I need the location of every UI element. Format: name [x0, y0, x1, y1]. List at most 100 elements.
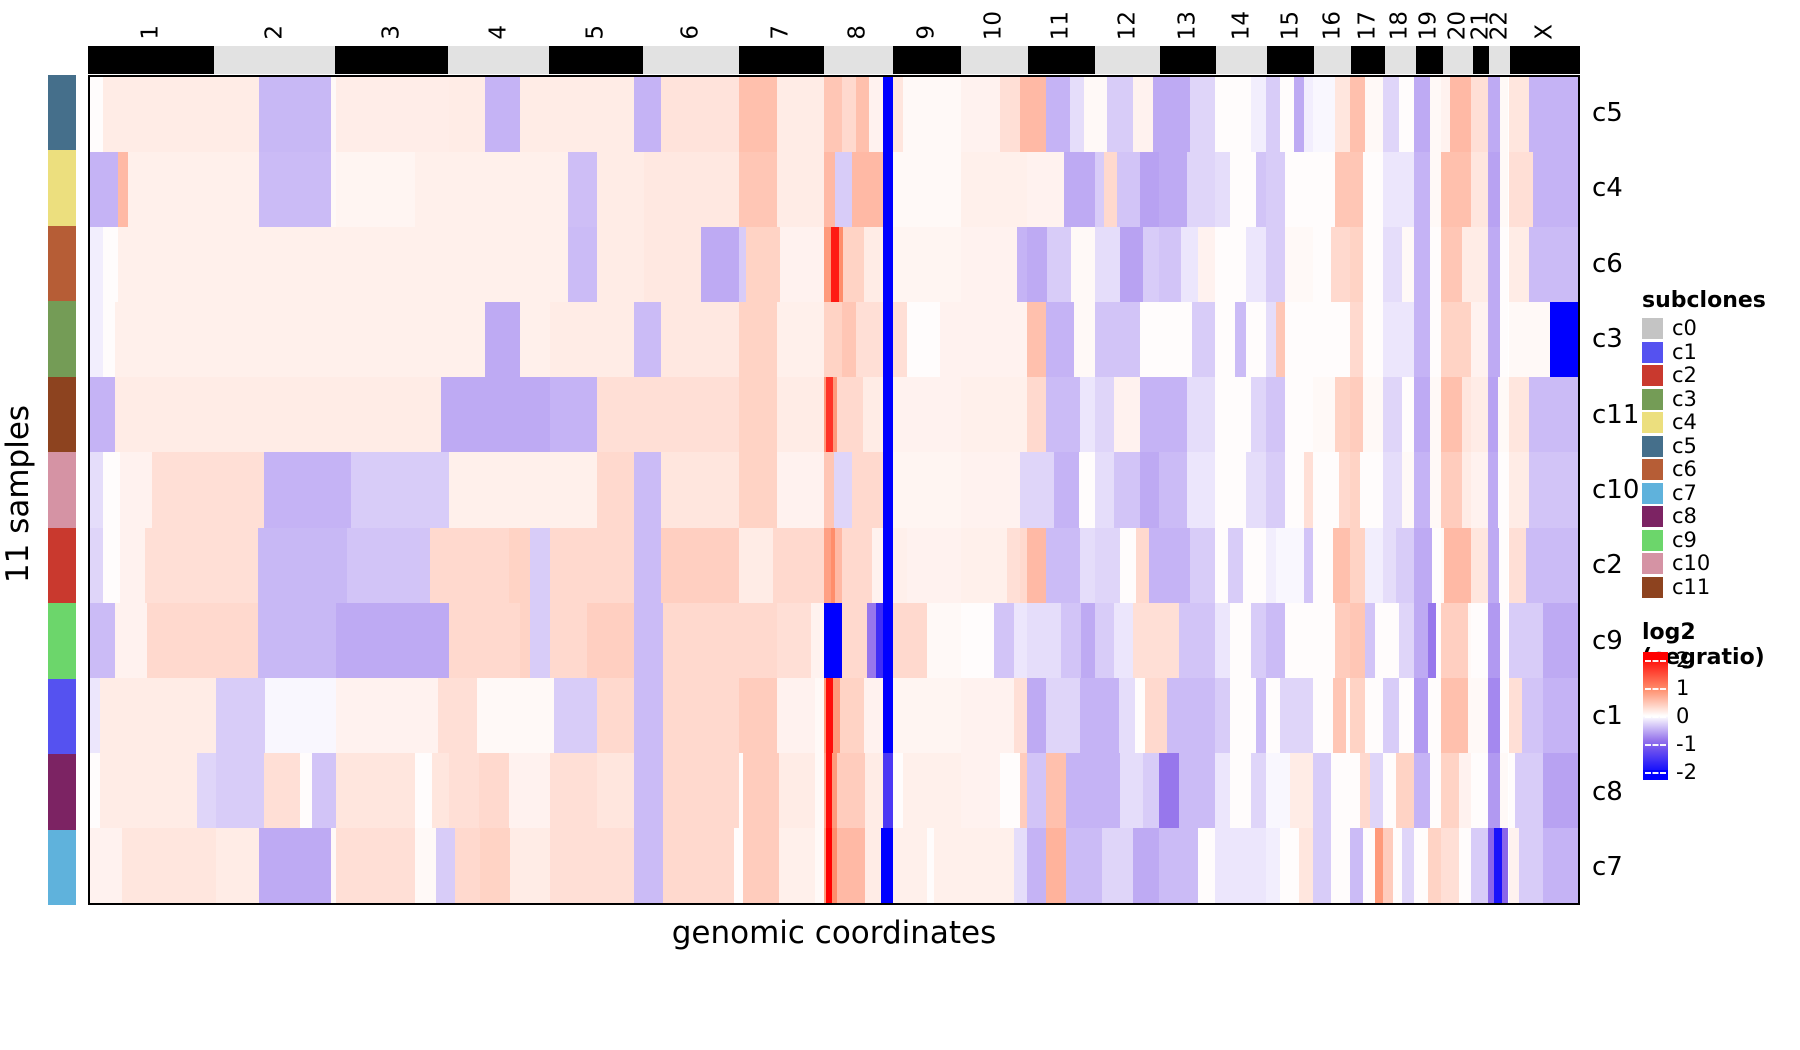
chromosome-label-X: X — [1531, 24, 1558, 40]
chromosome-label-19: 19 — [1415, 10, 1442, 40]
chromosome-label-22: 22 — [1486, 10, 1513, 40]
scale-tick-mark-1 — [1645, 687, 1666, 690]
scale-tick-mark--2 — [1645, 772, 1666, 775]
chromosome-band-1: 1 — [88, 25, 215, 74]
legend-label-c0: c0 — [1672, 316, 1697, 340]
subclone-color-c3 — [48, 301, 76, 377]
legend-item-c11: c11 — [1642, 576, 1710, 598]
row-label-c7: c7 — [1592, 852, 1623, 883]
legend-swatch-c10 — [1642, 553, 1663, 574]
row-label-c8: c8 — [1592, 776, 1623, 807]
chromosome-label-20: 20 — [1444, 10, 1471, 40]
chromosome-band-9: 9 — [893, 25, 961, 74]
chromosome-label-7: 7 — [767, 25, 794, 40]
legend-item-c9: c9 — [1642, 527, 1697, 552]
chromosome-band-19: 19 — [1416, 11, 1443, 74]
chromosome-band-X: X — [1510, 24, 1581, 74]
legend-label-c10: c10 — [1672, 551, 1711, 575]
chromosome-label-16: 16 — [1319, 10, 1346, 40]
legend-item-c8: c8 — [1642, 506, 1697, 527]
legend-label-c3: c3 — [1672, 386, 1697, 411]
row-label-c10: c10 — [1592, 475, 1640, 505]
legend-item-c6: c6 — [1642, 459, 1697, 480]
chromosome-band-10: 10 — [960, 11, 1028, 74]
legend-swatch-c0 — [1642, 318, 1663, 339]
heatmap-row-c3 — [90, 302, 1578, 378]
scale-tick-label-0: 0 — [1676, 704, 1690, 728]
chromosome-label-11: 11 — [1047, 10, 1074, 40]
heatmap-row-c8 — [90, 752, 1578, 828]
legend-swatch-c4 — [1642, 412, 1663, 433]
heatmap-grid — [88, 75, 1580, 905]
row-label-c9: c9 — [1592, 625, 1623, 656]
row-label-c11: c11 — [1592, 399, 1640, 430]
chromosome-band-15: 15 — [1267, 11, 1315, 74]
subclone-color-c6 — [48, 225, 76, 302]
chromosome-label-15: 15 — [1277, 10, 1304, 40]
subclone-color-c11 — [48, 376, 76, 453]
legend-label-c5: c5 — [1672, 433, 1697, 458]
subclones-legend-title: subclones — [1642, 288, 1766, 313]
legend-item-c2: c2 — [1642, 365, 1697, 386]
heatmap-row-c7 — [90, 827, 1578, 904]
legend-label-c8: c8 — [1672, 504, 1697, 528]
legend-label-c1: c1 — [1672, 339, 1697, 364]
scale-tick-label--1: -1 — [1676, 732, 1697, 757]
subclone-row-annotation — [48, 75, 76, 905]
legend-label-c7: c7 — [1672, 480, 1697, 505]
scale-tick-mark-0 — [1645, 716, 1666, 718]
subclone-color-c2 — [48, 527, 76, 604]
chromosome-band-20: 20 — [1442, 11, 1473, 74]
legend-item-c5: c5 — [1642, 433, 1697, 458]
legend-swatch-c2 — [1642, 365, 1663, 386]
x-axis-label: genomic coordinates — [671, 915, 997, 951]
legend-swatch-c1 — [1642, 341, 1663, 363]
chromosome-label-12: 12 — [1114, 10, 1141, 40]
chromosome-label-18: 18 — [1386, 10, 1413, 40]
heatmap-row-c4 — [90, 152, 1578, 228]
chromosome-band-5: 5 — [548, 25, 644, 74]
legend-swatch-c7 — [1642, 482, 1663, 504]
chromosome-band-22: 22 — [1486, 11, 1512, 74]
scale-tick-label--2: -2 — [1676, 760, 1697, 785]
chromosome-band-17: 17 — [1351, 11, 1385, 74]
subclone-color-c5 — [48, 75, 76, 151]
legend-item-c10: c10 — [1642, 553, 1710, 574]
chromosome-label-4: 4 — [485, 25, 512, 40]
row-label-c5: c5 — [1592, 97, 1623, 128]
chromosome-label-13: 13 — [1174, 10, 1201, 40]
scale-legend-colorbar — [1643, 652, 1668, 780]
chromosome-label-1: 1 — [137, 25, 164, 40]
legend-item-c0: c0 — [1642, 318, 1697, 339]
y-axis-label: 11 samples — [0, 404, 36, 584]
heatmap-row-c10 — [90, 452, 1578, 528]
scale-tick-label-1: 1 — [1676, 675, 1690, 700]
legend-label-c9: c9 — [1672, 527, 1697, 552]
chromosome-band-16: 16 — [1314, 11, 1352, 74]
chromosome-label-3: 3 — [378, 25, 405, 40]
scale-tick-label-2: 2 — [1676, 647, 1690, 672]
legend-swatch-c6 — [1642, 459, 1663, 480]
row-label-c2: c2 — [1592, 550, 1623, 581]
legend-label-c2: c2 — [1672, 363, 1697, 387]
heatmap-row-c9 — [90, 602, 1578, 678]
legend-swatch-c3 — [1642, 388, 1663, 410]
chromosome-band-21: 21 — [1467, 11, 1493, 74]
heatmap-row-c11 — [90, 377, 1578, 453]
legend-item-c4: c4 — [1642, 412, 1697, 433]
chromosome-label-14: 14 — [1228, 10, 1255, 40]
legend-item-c1: c1 — [1642, 339, 1697, 364]
subclone-color-c7 — [48, 829, 76, 905]
legend-swatch-c11 — [1642, 576, 1663, 598]
chromosome-label-5: 5 — [582, 25, 609, 40]
chromosome-band-8: 8 — [823, 25, 894, 74]
legend-item-c7: c7 — [1642, 480, 1697, 505]
chromosome-band-12: 12 — [1095, 11, 1160, 74]
chromosome-band-18: 18 — [1384, 11, 1416, 74]
chromosome-label-10: 10 — [980, 10, 1007, 40]
heatmap-row-c6 — [90, 227, 1578, 303]
legend-label-c4: c4 — [1672, 410, 1697, 434]
heatmap-row-c2 — [90, 527, 1578, 603]
chromosome-band-4: 4 — [448, 25, 549, 74]
